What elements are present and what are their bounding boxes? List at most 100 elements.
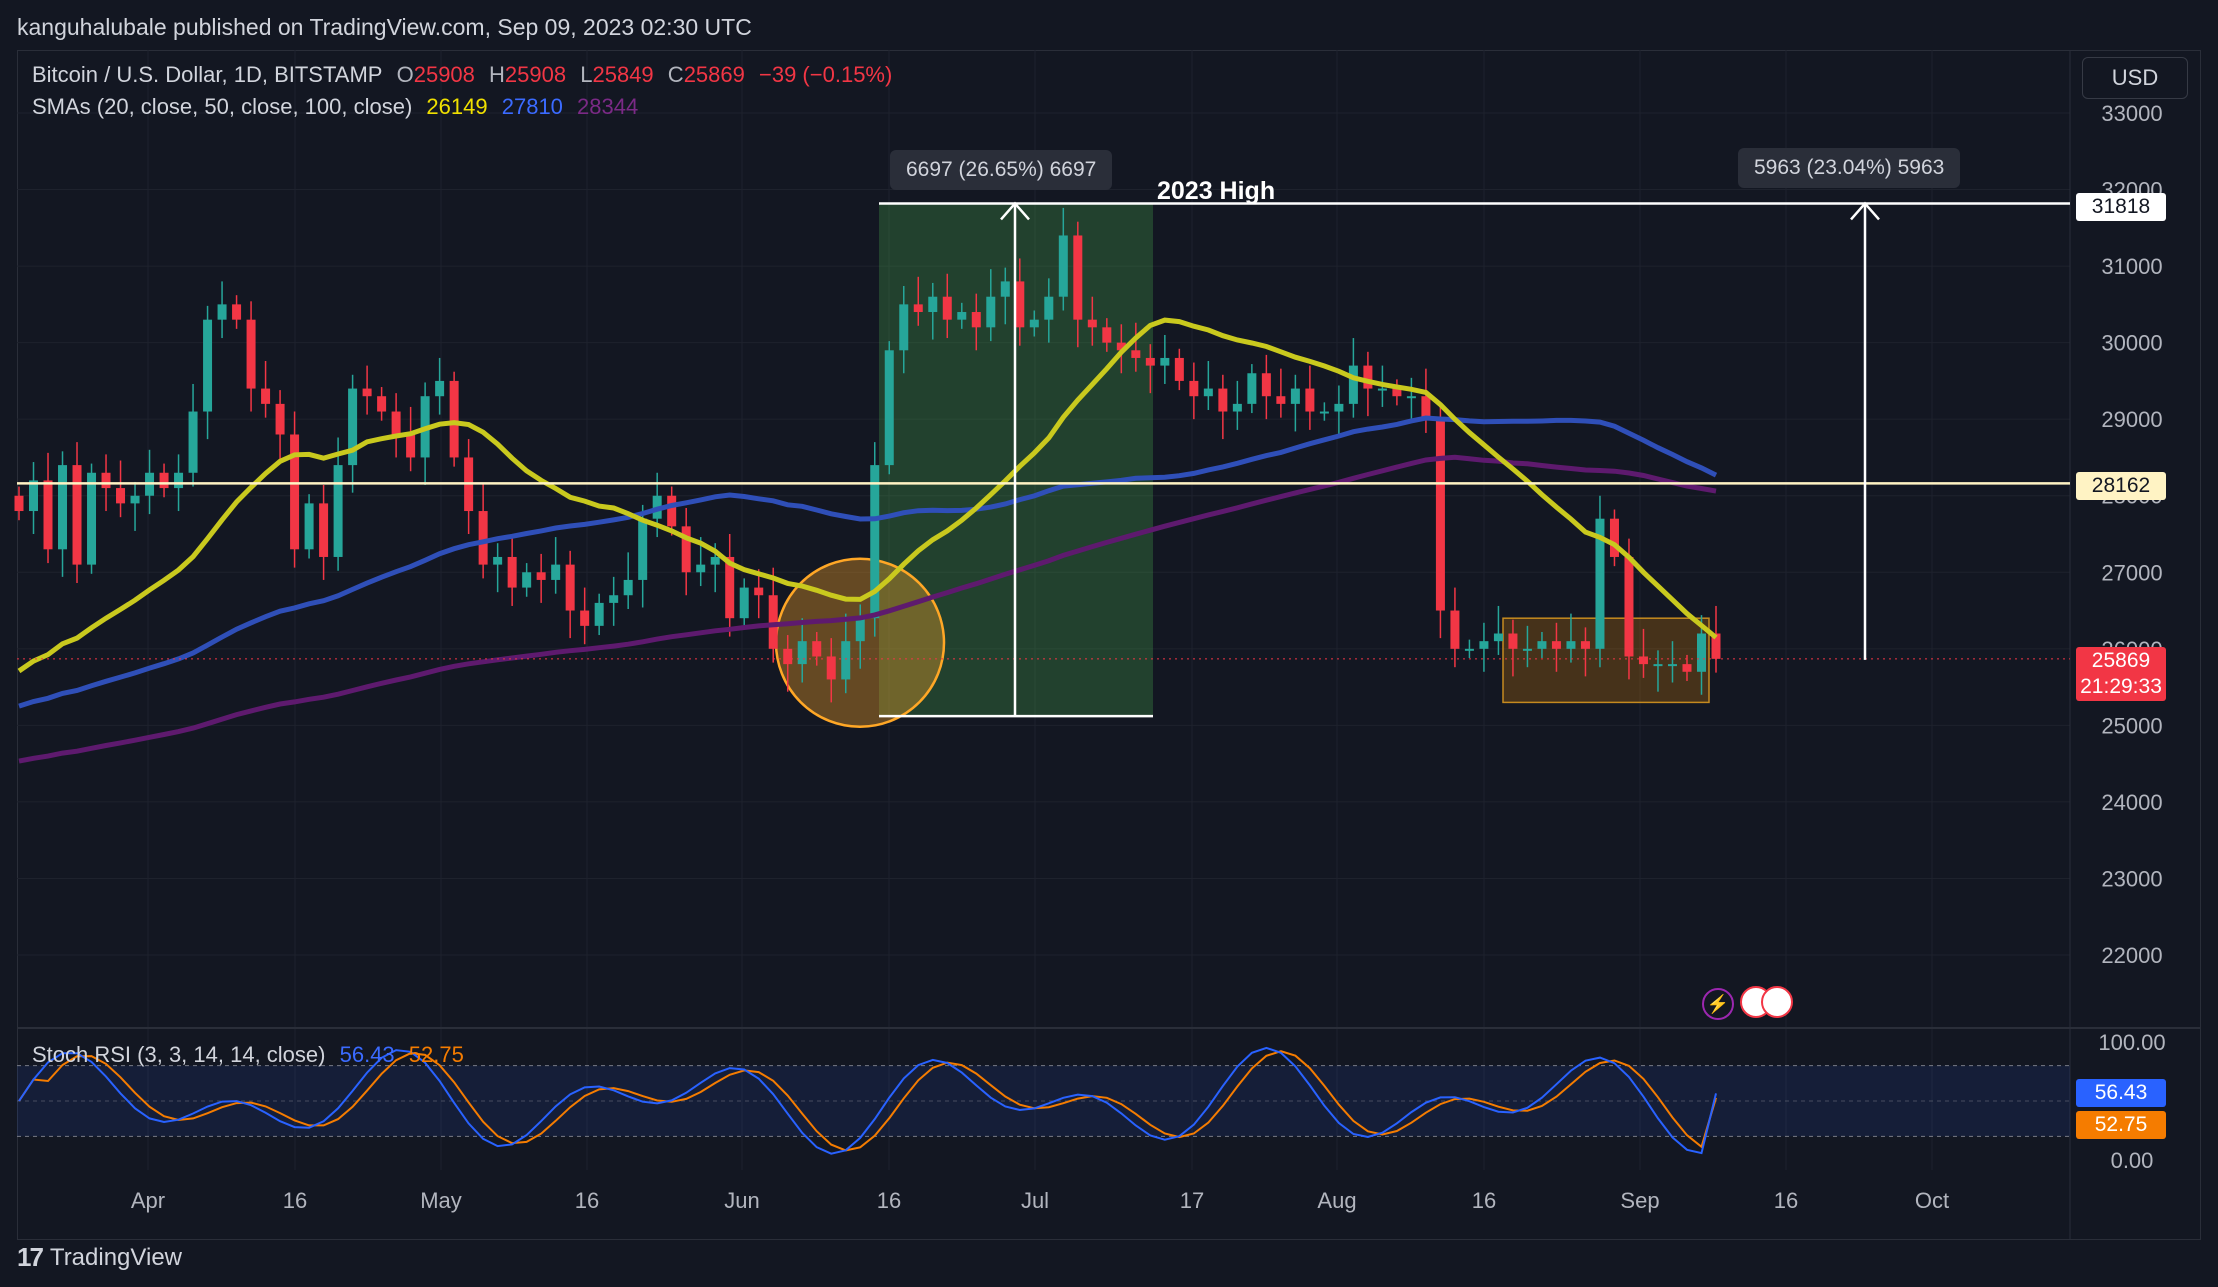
candle-body bbox=[1566, 641, 1576, 649]
lightning-icon[interactable]: ⚡ bbox=[1702, 988, 1734, 1020]
candle-body bbox=[14, 495, 24, 512]
y-tick-label: 29000 bbox=[2101, 407, 2162, 432]
top-bar: kanguhalubale published on TradingView.c… bbox=[0, 0, 2218, 50]
x-tick-label: 17 bbox=[1180, 1188, 1204, 1213]
candle-body bbox=[406, 434, 416, 458]
candle-body bbox=[72, 465, 82, 565]
candle-body bbox=[232, 304, 242, 320]
candle-body bbox=[203, 319, 213, 412]
sma-lines bbox=[17, 317, 1718, 764]
measure-label-left[interactable]: 6697 (26.65%) 6697 bbox=[890, 150, 1113, 190]
high-2023-label: 2023 High bbox=[1157, 177, 1276, 205]
candle-body bbox=[478, 511, 488, 565]
x-tick-label: Jun bbox=[724, 1188, 759, 1213]
candle-body bbox=[1276, 396, 1286, 404]
candle-body bbox=[116, 488, 126, 504]
y-tick-label: 30000 bbox=[2101, 331, 2162, 356]
candle-body bbox=[43, 480, 53, 550]
candle-body bbox=[1580, 641, 1590, 649]
candle-body bbox=[942, 296, 952, 320]
candle-body bbox=[1653, 664, 1663, 667]
high-price-tag: 31818 bbox=[2076, 193, 2166, 221]
candle-body bbox=[1131, 350, 1141, 358]
y-tick-label: 33000 bbox=[2101, 101, 2162, 126]
currency-button[interactable]: USD bbox=[2082, 57, 2188, 99]
candle-body bbox=[1406, 396, 1416, 399]
sma100-line bbox=[18, 454, 1717, 764]
candle-body bbox=[1537, 641, 1547, 649]
stoch-d-value: 52.75 bbox=[408, 1042, 464, 1067]
candle-body bbox=[667, 495, 677, 527]
candle-body bbox=[493, 556, 503, 565]
candle-body bbox=[1421, 396, 1431, 420]
candle-body bbox=[812, 641, 822, 657]
candle-body bbox=[986, 296, 996, 328]
candle-body bbox=[261, 388, 271, 404]
candle-body bbox=[783, 648, 793, 665]
chart-frame[interactable] bbox=[17, 50, 2201, 1240]
tv-logo-icon: 17 bbox=[17, 1242, 44, 1272]
candle-body bbox=[1464, 648, 1474, 651]
candle-body bbox=[246, 319, 256, 389]
stoch-k-tag: 56.43 bbox=[2076, 1079, 2166, 1107]
candle-body bbox=[1348, 365, 1358, 404]
measure-arrow-left-head bbox=[1000, 201, 1030, 221]
high-label: H bbox=[489, 62, 505, 87]
last-price-tag: 25869 bbox=[2076, 647, 2166, 675]
stoch-tick-label: 0.00 bbox=[2111, 1148, 2154, 1173]
candle-body bbox=[1000, 281, 1010, 297]
candle-body bbox=[739, 587, 749, 619]
candle-body bbox=[1319, 411, 1329, 414]
low-label: L bbox=[580, 62, 593, 87]
stoch-legend: Stoch RSI (3, 3, 14, 14, close) 56.43 52… bbox=[32, 1042, 472, 1068]
candle-body bbox=[1189, 380, 1199, 397]
stoch-label[interactable]: Stoch RSI (3, 3, 14, 14, close) bbox=[32, 1042, 326, 1067]
low-value: 25849 bbox=[592, 62, 654, 87]
candle-body bbox=[507, 556, 517, 588]
x-tick-label: 16 bbox=[1774, 1188, 1798, 1213]
x-tick-label: 16 bbox=[877, 1188, 901, 1213]
candle-body bbox=[1711, 633, 1721, 659]
tradingview-logo[interactable]: 17 TradingView bbox=[17, 1242, 182, 1273]
candle-body bbox=[1044, 296, 1054, 320]
y-tick-label: 25000 bbox=[2101, 713, 2162, 738]
y-tick-label: 22000 bbox=[2101, 943, 2162, 968]
candle-body bbox=[1392, 388, 1402, 397]
candle-body bbox=[435, 380, 445, 397]
candle-body bbox=[1551, 641, 1561, 649]
candle-body bbox=[319, 503, 329, 557]
stoch-d-line bbox=[18, 1050, 1717, 1152]
candle-body bbox=[58, 465, 68, 550]
candle-body bbox=[1232, 403, 1242, 412]
candle-body bbox=[1667, 664, 1677, 667]
candle-body bbox=[1160, 357, 1170, 366]
candle-body bbox=[1218, 388, 1228, 412]
symbol-name[interactable]: Bitcoin / U.S. Dollar, 1D, BITSTAMP bbox=[32, 62, 383, 87]
candle-body bbox=[101, 472, 111, 489]
candle-body bbox=[1305, 388, 1315, 412]
sma-label[interactable]: SMAs (20, close, 50, close, 100, close) bbox=[32, 94, 413, 119]
candle-body bbox=[377, 396, 387, 412]
candle-body bbox=[1087, 319, 1097, 328]
x-tick-label: Jul bbox=[1021, 1188, 1049, 1213]
candle-body bbox=[594, 602, 604, 626]
brand-name: TradingView bbox=[49, 1243, 182, 1271]
measure-label-right[interactable]: 5963 (23.04%) 5963 bbox=[1738, 148, 1961, 188]
change-value: −39 (−0.15%) bbox=[759, 62, 893, 87]
open-value: 25908 bbox=[413, 62, 475, 87]
candle-body bbox=[696, 564, 706, 573]
candle-body bbox=[1334, 403, 1344, 412]
candle-body bbox=[841, 641, 851, 680]
candle-body bbox=[174, 472, 184, 489]
candle-body bbox=[797, 641, 807, 665]
consolidation-rectangle bbox=[1502, 617, 1710, 704]
candle-body bbox=[1493, 633, 1503, 642]
candle-body bbox=[1174, 357, 1184, 381]
candle-body bbox=[159, 472, 169, 489]
candle-body bbox=[638, 518, 648, 580]
published-text: kanguhalubale published on TradingView.c… bbox=[17, 14, 752, 40]
us-flag-icon-2[interactable] bbox=[1761, 986, 1793, 1018]
y-tick-label: 31000 bbox=[2101, 254, 2162, 279]
candle-body bbox=[217, 304, 227, 320]
